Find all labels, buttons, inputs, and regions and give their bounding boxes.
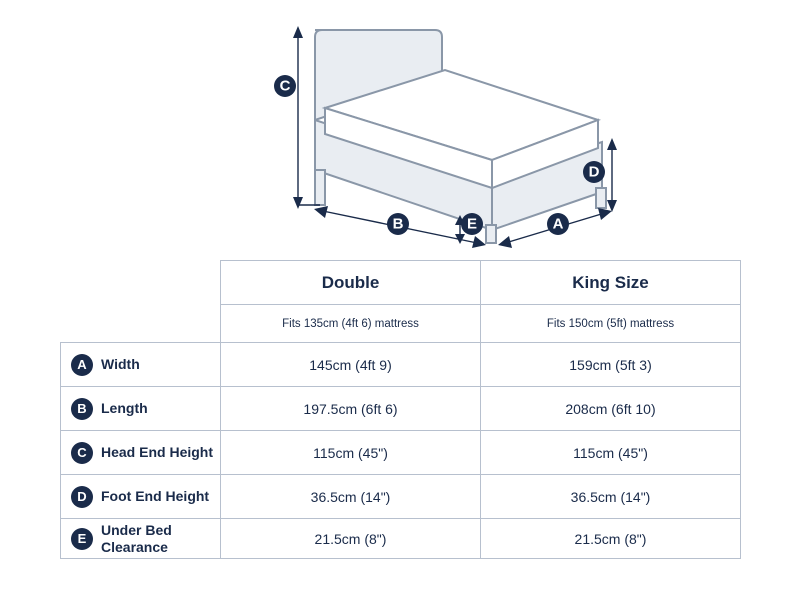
leg-front-left <box>315 170 325 205</box>
badge-c-icon: C <box>274 75 296 97</box>
cell-value: 208cm (6ft 10) <box>481 387 741 431</box>
blank-corner <box>61 261 221 305</box>
blank-corner-2 <box>61 305 221 343</box>
badge-d-icon: D <box>583 161 605 183</box>
dimensions-table: Double King Size Fits 135cm (4ft 6) matt… <box>60 260 740 559</box>
fits-double: Fits 135cm (4ft 6) mattress <box>221 305 481 343</box>
cell-value: 21.5cm (8") <box>481 519 741 559</box>
cell-value: 115cm (45") <box>221 431 481 475</box>
row-label-foot-height: Foot End Height <box>101 488 209 504</box>
table-row: B Length 197.5cm (6ft 6) 208cm (6ft 10) <box>61 387 741 431</box>
cell-value: 145cm (4ft 9) <box>221 343 481 387</box>
row-label-length: Length <box>101 400 148 416</box>
badge-e-icon: E <box>461 213 483 235</box>
table-row: D Foot End Height 36.5cm (14") 36.5cm (1… <box>61 475 741 519</box>
row-label-width: Width <box>101 356 140 372</box>
svg-text:D: D <box>589 164 600 181</box>
cell-value: 115cm (45") <box>481 431 741 475</box>
table-row: E Under Bed Clearance 21.5cm (8") 21.5cm… <box>61 519 741 559</box>
table-row: C Head End Height 115cm (45") 115cm (45"… <box>61 431 741 475</box>
cell-value: 197.5cm (6ft 6) <box>221 387 481 431</box>
cell-value: 36.5cm (14") <box>481 475 741 519</box>
row-badge-d-icon: D <box>71 486 93 508</box>
bed-svg: C D B E A <box>170 0 630 250</box>
leg-front-center <box>486 225 496 243</box>
row-label-clearance: Under Bed Clearance <box>101 522 214 554</box>
row-badge-c-icon: C <box>71 442 93 464</box>
svg-text:B: B <box>393 216 404 233</box>
row-badge-b-icon: B <box>71 398 93 420</box>
row-label-head-height: Head End Height <box>101 444 213 460</box>
badge-a-icon: A <box>547 213 569 235</box>
leg-front-right <box>596 188 606 208</box>
badge-b-icon: B <box>387 213 409 235</box>
cell-value: 159cm (5ft 3) <box>481 343 741 387</box>
svg-text:E: E <box>467 216 477 233</box>
fits-king: Fits 150cm (5ft) mattress <box>481 305 741 343</box>
cell-value: 36.5cm (14") <box>221 475 481 519</box>
cell-value: 21.5cm (8") <box>221 519 481 559</box>
col-header-king: King Size <box>481 261 741 305</box>
svg-text:A: A <box>553 216 564 233</box>
bed-dimension-diagram: C D B E A <box>0 0 800 260</box>
row-badge-e-icon: E <box>71 528 93 550</box>
svg-text:C: C <box>280 78 291 95</box>
table-row: A Width 145cm (4ft 9) 159cm (5ft 3) <box>61 343 741 387</box>
row-badge-a-icon: A <box>71 354 93 376</box>
col-header-double: Double <box>221 261 481 305</box>
